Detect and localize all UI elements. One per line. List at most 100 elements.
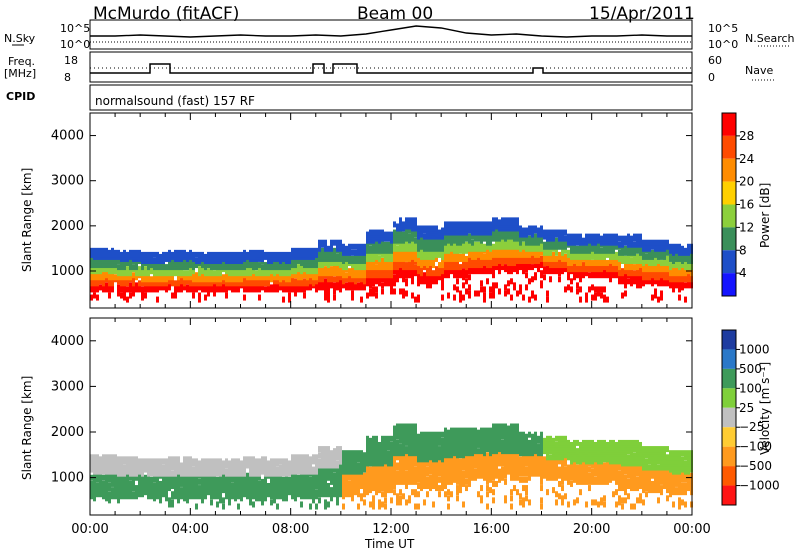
heatmap-cell (213, 493, 216, 500)
heatmap-cell (210, 478, 213, 485)
heatmap-cell (150, 462, 153, 469)
heatmap-cell (498, 288, 501, 295)
heatmap-cell (393, 245, 396, 252)
heatmap-cell (294, 454, 297, 461)
heatmap-cell (228, 487, 231, 494)
heatmap-cell (549, 260, 552, 267)
heatmap-cell (486, 221, 489, 228)
heatmap-cell (219, 284, 222, 291)
heatmap-cell (534, 233, 537, 240)
heatmap-cell (99, 284, 102, 291)
heatmap-cell (345, 253, 348, 260)
heatmap-cell (111, 280, 114, 287)
heatmap-cell (282, 296, 285, 303)
heatmap-cell (120, 478, 123, 485)
heatmap-cell (309, 476, 312, 483)
heatmap-cell (633, 241, 636, 248)
heatmap-cell (372, 290, 375, 297)
heatmap-cell (222, 460, 225, 467)
heatmap-cell (657, 296, 660, 303)
heatmap-cell (465, 255, 468, 262)
heatmap-cell (90, 255, 93, 262)
heatmap-cell (672, 243, 675, 250)
nsky-label: N.Sky (4, 32, 36, 45)
heatmap-cell (189, 485, 192, 492)
heatmap-cell (288, 251, 291, 258)
heatmap-cell (639, 245, 642, 252)
heatmap-cell (297, 487, 300, 494)
heatmap-cell (675, 243, 678, 250)
heatmap-cell (432, 270, 435, 277)
heatmap-cell (606, 296, 609, 303)
heatmap-cell (633, 270, 636, 277)
heatmap-cell (339, 266, 342, 273)
heatmap-cell (330, 245, 333, 252)
heatmap-cell (165, 274, 168, 281)
heatmap-cell (321, 266, 324, 273)
heatmap-cell (141, 251, 144, 258)
heatmap-cell (183, 264, 186, 271)
heatmap-cell (336, 264, 339, 271)
heatmap-cell (219, 489, 222, 496)
heatmap-cell (195, 458, 198, 465)
heatmap-cell (174, 280, 177, 287)
heatmap-cell (480, 229, 483, 236)
heatmap-cell (174, 249, 177, 256)
heatmap-cell (213, 270, 216, 277)
heatmap-cell (474, 233, 477, 240)
heatmap-cell (678, 270, 681, 277)
heatmap-cell (675, 282, 678, 289)
heatmap-cell (207, 251, 210, 258)
heatmap-cell (300, 458, 303, 465)
heatmap-cell (222, 255, 225, 262)
heatmap-cell (462, 268, 465, 275)
heatmap-cell (189, 257, 192, 264)
heatmap-cell (153, 458, 156, 465)
heatmap-cell (129, 292, 132, 299)
heatmap-cell (546, 243, 549, 250)
heatmap-cell (312, 454, 315, 461)
heatmap-cell (402, 272, 405, 279)
heatmap-cell (294, 247, 297, 254)
heatmap-cell (192, 292, 195, 299)
heatmap-cell (564, 253, 567, 260)
heatmap-cell (216, 286, 219, 293)
heatmap-cell (630, 241, 633, 248)
heatmap-cell (144, 292, 147, 299)
heatmap-cell (192, 255, 195, 262)
heatmap-cell (309, 253, 312, 260)
heatmap-cell (204, 462, 207, 469)
heatmap-cell (99, 251, 102, 258)
heatmap-cell (324, 266, 327, 273)
heatmap-cell (126, 251, 129, 258)
heatmap-cell (261, 280, 264, 287)
heatmap-cell (309, 462, 312, 469)
heatmap-cell (246, 472, 249, 479)
heatmap-cell (132, 290, 135, 297)
heatmap-cell (384, 247, 387, 254)
heatmap-cell (471, 221, 474, 228)
heatmap-cell (345, 282, 348, 289)
heatmap-cell (177, 472, 180, 479)
heatmap-cell (459, 264, 462, 271)
heatmap-cell (168, 282, 171, 289)
heatmap-cell (120, 487, 123, 494)
heatmap-cell (510, 278, 513, 285)
nave-tick-low: 0 (708, 71, 715, 84)
heatmap-cell (468, 284, 471, 291)
heatmap-cell (564, 229, 567, 236)
heatmap-cell (357, 268, 360, 275)
heatmap-cell (576, 264, 579, 271)
heatmap-cell (627, 278, 630, 285)
heatmap-cell (423, 233, 426, 240)
heatmap-cell (660, 276, 663, 283)
heatmap-cell (471, 245, 474, 252)
heatmap-cell (462, 294, 465, 301)
heatmap-cell (432, 262, 435, 269)
heatmap-cell (396, 237, 399, 244)
heatmap-cell (117, 249, 120, 256)
heatmap-cell (381, 257, 384, 264)
heatmap-cell (327, 468, 330, 475)
heatmap-cell (126, 260, 129, 267)
heatmap-cell (516, 262, 519, 269)
